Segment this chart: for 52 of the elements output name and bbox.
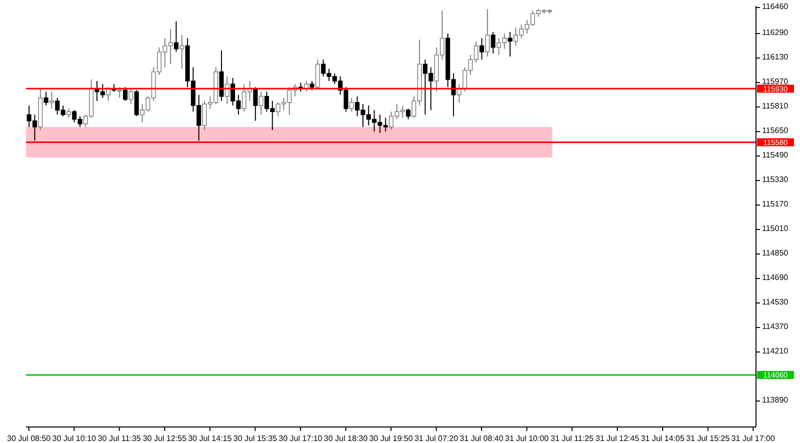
x-tick-label: 30 Jul 14:15 [188, 434, 232, 443]
x-tick-label: 31 Jul 11:25 [550, 434, 594, 443]
x-tick-label: 30 Jul 19:50 [369, 434, 414, 443]
candlestick [508, 32, 512, 58]
x-tick-label: 31 Jul 07:20 [414, 434, 459, 443]
candlestick [122, 86, 128, 102]
candlestick [315, 59, 320, 90]
x-tick-label: 31 Jul 17:00 [731, 434, 776, 443]
candlestick [128, 88, 134, 104]
y-tick-label: 114370 [762, 322, 789, 331]
x-tick-label: 31 Jul 14:05 [640, 434, 685, 443]
candlestick [253, 86, 258, 122]
candlestick [66, 108, 71, 118]
candlestick [180, 34, 184, 70]
x-tick-label: 31 Jul 12:45 [596, 434, 640, 443]
y-tick-label: 116460 [762, 2, 789, 11]
y-tick-label: 116290 [762, 28, 789, 37]
candlestick [174, 20, 178, 52]
x-tick-label: 31 Jul 10:00 [505, 434, 550, 443]
candlestick [134, 90, 139, 117]
y-tick-label: 114210 [762, 346, 789, 356]
candlestick [258, 91, 264, 116]
candlestick [406, 108, 410, 120]
candlestick [310, 80, 314, 91]
x-tick-label: 31 Jul 08:40 [460, 434, 504, 443]
x-tick-label: 31 Jul 15:25 [686, 434, 730, 443]
y-tick-label: 116130 [762, 52, 789, 62]
x-tick-label: 30 Jul 08:50 [7, 434, 52, 443]
y-tick-label: 115650 [762, 126, 789, 135]
candlestick [44, 91, 48, 106]
y-tick-label: 115330 [762, 174, 789, 184]
candlestick [349, 97, 354, 112]
y-tick-label: 115970 [762, 76, 789, 86]
candlestick [49, 91, 54, 110]
y-tick-label: 115810 [762, 101, 789, 110]
x-tick-label: 30 Jul 12:55 [142, 434, 187, 443]
x-tick-label: 30 Jul 11:35 [98, 434, 142, 443]
y-tick-label: 115490 [762, 150, 789, 160]
candlestick [490, 32, 496, 54]
x-tick-label: 30 Jul 15:35 [233, 434, 278, 443]
candlestick [485, 8, 490, 58]
y-tick-label: 114690 [762, 272, 789, 282]
x-tick-label: 30 Jul 10:10 [52, 434, 96, 443]
y-tick-label: 113890 [762, 395, 789, 404]
candlestick [480, 38, 484, 60]
y-tick-label: 115170 [762, 199, 789, 208]
y-tick-label: 114530 [762, 297, 789, 306]
y-tick-label: 115010 [762, 224, 789, 233]
y-tick-label: 114850 [762, 248, 789, 258]
x-tick-label: 30 Jul 17:10 [278, 434, 323, 443]
x-tick-label: 30 Jul 18:30 [324, 434, 368, 443]
candlestick [117, 86, 122, 98]
